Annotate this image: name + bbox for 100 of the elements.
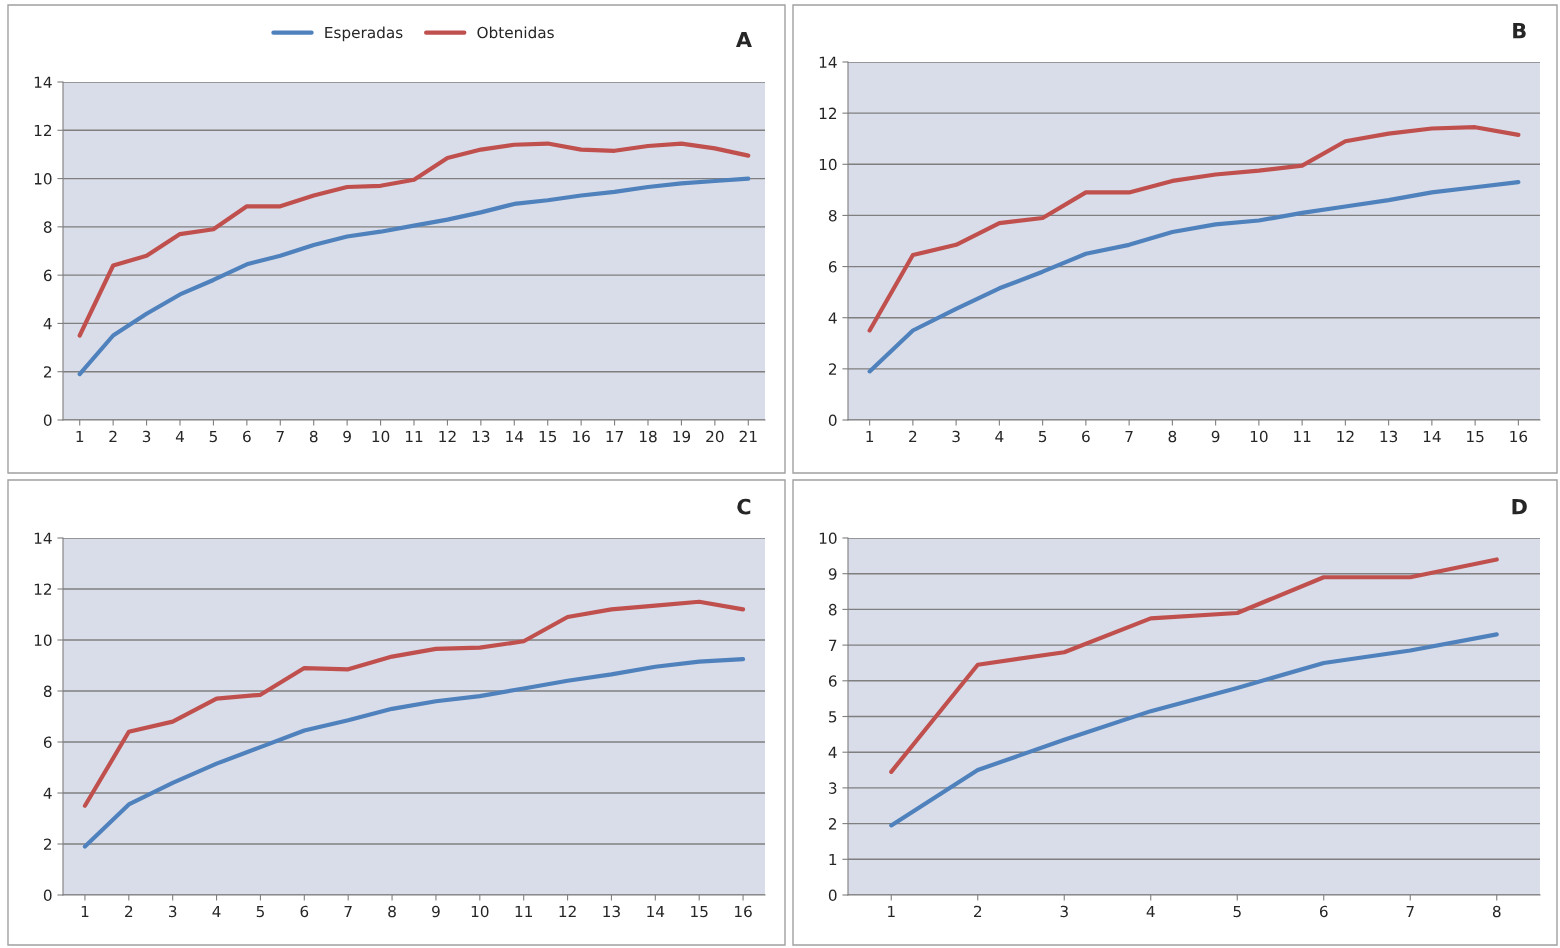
x-tick-label: 7 [1125,430,1133,443]
x-tick-label: 5 [256,905,264,918]
x-tick-label: 13 [1380,430,1398,443]
line-series [889,632,1499,828]
x-tick-label: 4 [1146,905,1155,918]
y-tick-label: 4 [828,312,837,324]
x-tick-label: 15 [539,430,557,443]
y-tick-label: 0 [828,414,837,427]
y-tick-label: 2 [828,818,837,830]
x-tick-label: 2 [909,430,917,443]
y-tick-label: 6 [828,261,837,273]
x-tick-label: 16 [1510,430,1528,443]
line-series [77,141,751,338]
x-tick-label: 16 [735,905,752,918]
x-tick-label: 4 [212,905,221,918]
y-tick-label: 4 [43,318,52,330]
y-tick-label: 9 [828,568,837,580]
x-tick-label: 8 [309,430,318,443]
x-tick-label: 6 [1082,430,1090,443]
x-tick-label: 13 [603,905,620,918]
y-tick-label: 14 [34,76,52,88]
x-tick-label: 1 [76,430,84,443]
y-tick-label: 12 [34,583,52,595]
y-tick-label: 0 [43,889,52,902]
legend-label: Esperadas [325,26,403,42]
x-tick-label: 12 [1337,430,1354,443]
y-tick-label: 6 [828,675,837,687]
line-series [77,176,751,377]
y-tick-label: 6 [43,269,52,282]
x-tick-label: 12 [439,430,456,443]
y-tick-label: 0 [828,889,837,902]
line-series [82,599,746,808]
x-tick-label: 19 [673,430,691,443]
x-tick-label: 4 [175,430,184,443]
text: A [735,31,752,48]
x-tick-label: 11 [1294,430,1311,443]
y-tick-label: 12 [819,107,837,119]
y-tick-label: 14 [819,56,837,68]
y-tick-label: 10 [819,532,837,545]
x-tick-label: 4 [995,430,1004,443]
line-series [82,657,746,849]
text: B [1513,23,1526,39]
y-tick-label: 10 [819,158,837,171]
x-tick-label: 16 [573,430,590,443]
y-tick-label: 4 [43,787,52,799]
y-tick-label: 3 [829,782,837,794]
y-tick-label: 8 [43,221,52,233]
x-tick-label: 6 [1319,905,1328,918]
x-tick-label: 11 [405,430,423,443]
x-tick-label: 10 [1250,430,1268,443]
y-tick-label: 2 [43,366,52,378]
y-tick-label: 8 [828,209,837,222]
x-tick-label: 14 [1423,430,1441,443]
text: D [1512,499,1527,515]
y-tick-label: 1 [829,853,837,866]
y-tick-label: 8 [828,603,837,616]
x-tick-label: 7 [344,905,352,918]
x-tick-label: 8 [1168,430,1177,443]
x-tick-label: 6 [243,430,251,443]
x-tick-label: 5 [209,430,217,443]
x-tick-label: 20 [706,430,724,443]
text: C [737,498,751,515]
line-series [867,125,1521,333]
y-tick-label: 5 [829,711,837,723]
y-tick-label: 7 [829,639,837,651]
x-tick-label: 3 [168,905,177,918]
x-tick-label: 7 [276,430,284,443]
x-tick-label: 14 [647,905,665,918]
y-tick-label: 10 [34,173,52,185]
x-tick-label: 2 [109,430,117,443]
x-tick-label: 10 [471,905,489,918]
x-tick-label: 18 [639,430,657,443]
y-tick-label: 0 [43,414,52,427]
x-tick-label: 15 [691,905,708,918]
y-tick-label: 10 [34,634,52,647]
x-tick-label: 5 [1038,430,1047,443]
x-tick-label: 7 [1406,905,1414,918]
x-tick-label: 9 [432,905,440,918]
line-series [867,180,1521,374]
y-tick-label: 12 [34,124,52,137]
x-tick-label: 6 [300,905,309,918]
x-tick-label: 21 [739,430,757,443]
x-tick-label: 8 [1492,905,1501,918]
x-tick-label: 10 [372,430,390,443]
x-tick-label: 11 [515,905,532,918]
x-tick-label: 13 [472,430,490,443]
x-tick-label: 14 [506,430,524,443]
x-tick-label: 12 [559,905,576,918]
x-tick-label: 3 [952,430,960,443]
x-tick-label: 2 [125,905,133,918]
x-tick-label: 9 [343,430,351,443]
x-tick-label: 3 [142,430,151,443]
y-tick-label: 4 [828,746,837,758]
x-tick-label: 1 [81,905,89,918]
legend-label: Obtenidas [477,26,554,39]
y-tick-label: 2 [828,363,837,375]
y-tick-label: 2 [43,838,52,850]
y-tick-label: 8 [43,685,52,698]
x-tick-label: 15 [1467,430,1484,443]
x-tick-label: 1 [866,430,874,443]
